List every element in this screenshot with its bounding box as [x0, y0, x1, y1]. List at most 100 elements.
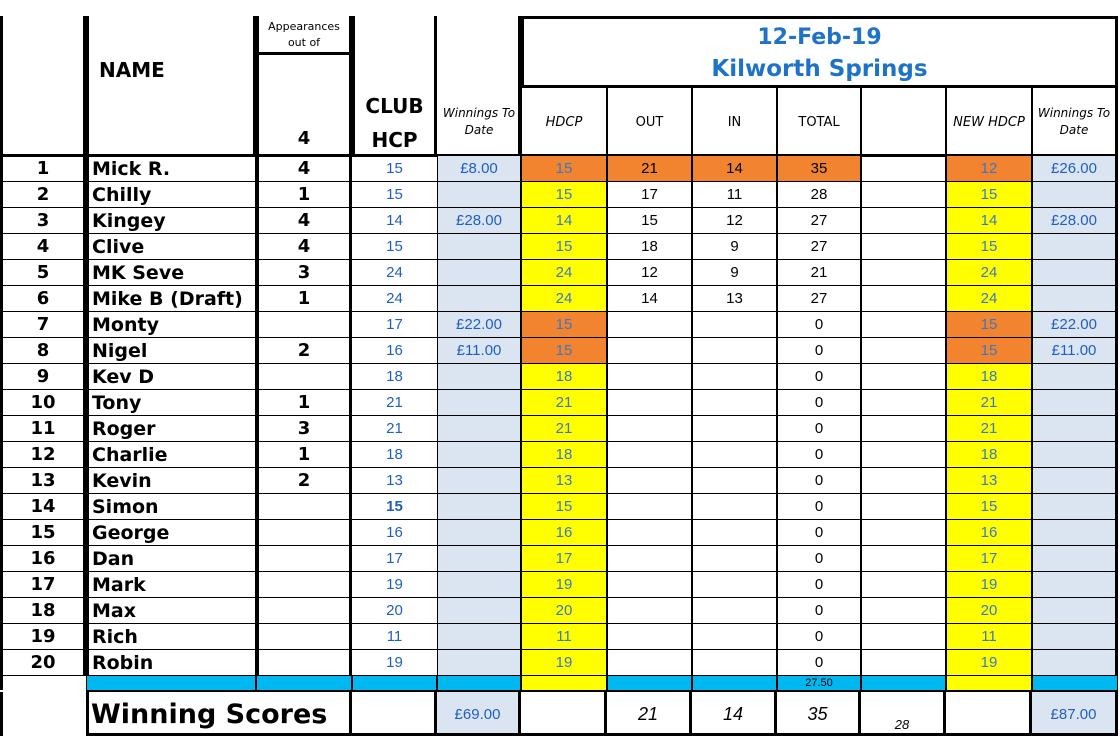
footer-new-hdcp [946, 692, 1032, 736]
score-out[interactable] [607, 338, 692, 364]
winnings-to-date: £22.00 [437, 312, 521, 338]
score-out[interactable]: 18 [607, 234, 692, 260]
winnings-to-date: £28.00 [437, 208, 521, 234]
score-in[interactable] [692, 468, 777, 494]
club-handicap: 21 [352, 390, 437, 416]
header-out: OUT [607, 88, 692, 156]
winnings-to-date [437, 598, 521, 624]
table-row-number: 9 [0, 364, 86, 390]
winnings-to-date [437, 182, 521, 208]
score-out[interactable]: 12 [607, 260, 692, 286]
club-handicap: 15 [352, 234, 437, 260]
new-handicap: 15 [946, 338, 1032, 364]
score-in[interactable] [692, 520, 777, 546]
appearances-count [256, 572, 352, 598]
score-out[interactable] [607, 442, 692, 468]
club-handicap: 14 [352, 208, 437, 234]
score-in[interactable] [692, 390, 777, 416]
score-in[interactable]: 14 [692, 156, 777, 182]
score-out[interactable] [607, 572, 692, 598]
score-in[interactable]: 9 [692, 234, 777, 260]
table-row-number: 1 [0, 156, 86, 182]
playing-handicap: 17 [521, 546, 607, 572]
club-handicap: 17 [352, 546, 437, 572]
score-extra [861, 260, 946, 286]
table-row-number: 14 [0, 494, 86, 520]
score-in[interactable] [692, 338, 777, 364]
new-handicap: 18 [946, 364, 1032, 390]
score-in[interactable] [692, 572, 777, 598]
player-name: Mick R. [86, 156, 256, 182]
new-handicap: 21 [946, 390, 1032, 416]
appearances-count [256, 520, 352, 546]
score-out[interactable] [607, 494, 692, 520]
score-in[interactable] [692, 416, 777, 442]
score-in[interactable]: 13 [692, 286, 777, 312]
new-winnings-to-date [1032, 182, 1118, 208]
score-out[interactable] [607, 546, 692, 572]
score-in[interactable] [692, 624, 777, 650]
winnings-to-date [437, 364, 521, 390]
score-total: 21 [777, 260, 861, 286]
score-out[interactable] [607, 390, 692, 416]
score-out[interactable]: 17 [607, 182, 692, 208]
score-in[interactable] [692, 364, 777, 390]
header-club-hcp-box [352, 16, 437, 156]
appearances-count: 3 [256, 260, 352, 286]
club-handicap: 19 [352, 572, 437, 598]
appearances-count [256, 624, 352, 650]
score-total: 27 [777, 234, 861, 260]
score-in[interactable] [692, 494, 777, 520]
score-out[interactable]: 21 [607, 156, 692, 182]
score-extra [861, 520, 946, 546]
winnings-to-date [437, 260, 521, 286]
score-in[interactable]: 11 [692, 182, 777, 208]
playing-handicap: 21 [521, 390, 607, 416]
player-name: Tony [86, 390, 256, 416]
score-extra [861, 572, 946, 598]
score-in[interactable] [692, 442, 777, 468]
playing-handicap: 18 [521, 442, 607, 468]
score-out[interactable]: 14 [607, 286, 692, 312]
score-out[interactable] [607, 312, 692, 338]
appearances-title: Appearances out of [268, 20, 340, 49]
band-bottom-rule [86, 690, 1118, 692]
player-name: Dan [86, 546, 256, 572]
score-out[interactable]: 15 [607, 208, 692, 234]
winnings-to-date [437, 286, 521, 312]
player-name: Charlie [86, 442, 256, 468]
appearances-count [256, 312, 352, 338]
score-out[interactable] [607, 650, 692, 676]
player-name: Mike B (Draft) [86, 286, 256, 312]
score-extra [861, 598, 946, 624]
score-out[interactable] [607, 364, 692, 390]
score-extra [861, 650, 946, 676]
score-in[interactable]: 9 [692, 260, 777, 286]
new-handicap: 20 [946, 598, 1032, 624]
player-name: Nigel [86, 338, 256, 364]
score-in[interactable] [692, 312, 777, 338]
table-row-number: 7 [0, 312, 86, 338]
new-winnings-to-date [1032, 286, 1118, 312]
score-in[interactable] [692, 546, 777, 572]
score-extra [861, 182, 946, 208]
playing-handicap: 15 [521, 156, 607, 182]
score-out[interactable] [607, 624, 692, 650]
score-out[interactable] [607, 520, 692, 546]
score-out[interactable] [607, 416, 692, 442]
score-in[interactable] [692, 650, 777, 676]
score-in[interactable]: 12 [692, 208, 777, 234]
club-handicap: 15 [352, 494, 437, 520]
score-total: 27 [777, 208, 861, 234]
table-row-number: 2 [0, 182, 86, 208]
playing-handicap: 19 [521, 650, 607, 676]
new-handicap: 19 [946, 572, 1032, 598]
playing-handicap: 24 [521, 286, 607, 312]
score-out[interactable] [607, 598, 692, 624]
new-winnings-to-date: £11.00 [1032, 338, 1118, 364]
appearances-count [256, 546, 352, 572]
table-row-number: 10 [0, 390, 86, 416]
score-in[interactable] [692, 598, 777, 624]
footer-total: 35 [777, 692, 861, 736]
score-out[interactable] [607, 468, 692, 494]
